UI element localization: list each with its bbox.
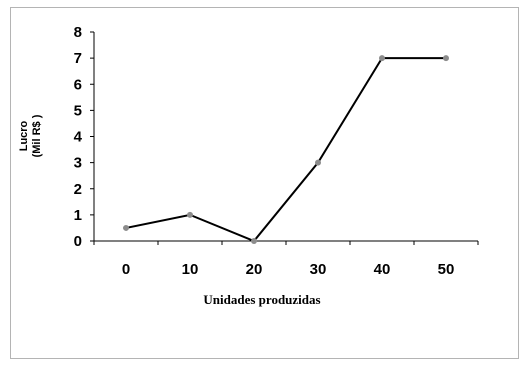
x-tick-label: 20 [246,261,263,278]
x-tick-label: 0 [122,261,130,278]
x-tick-label: 30 [310,261,327,278]
y-axis-label-line1: Lucro [18,120,30,151]
y-tick-label: 5 [74,102,82,119]
data-point [187,211,193,218]
data-point [251,238,257,244]
data-point [123,224,129,231]
y-axis-label-line2: (Mil R$ ) [31,114,43,157]
data-point [443,55,449,62]
y-tick-label: 4 [74,129,83,146]
y-tick-label: 7 [74,50,82,67]
y-tick-label: 6 [74,76,82,93]
x-tick-label: 10 [182,261,199,278]
y-axis-ticks: 0 1 2 3 4 5 6 7 8 [74,24,94,250]
y-tick-label: 0 [74,233,82,250]
series-lucro [123,55,449,244]
data-point [379,55,385,62]
x-axis-label: Unidades produzidas [203,292,320,307]
chart-frame [10,7,519,359]
x-tick-label: 50 [438,261,455,278]
y-tick-label: 8 [74,24,82,41]
y-axis-label: Lucro (Mil R$ ) [18,114,43,157]
series-line [125,57,446,243]
y-tick-label: 1 [74,207,82,224]
y-tick-label: 3 [74,155,82,172]
x-axis-ticks: 0 10 20 30 40 50 [93,241,479,278]
data-point [315,159,321,166]
x-tick-label: 40 [374,261,391,278]
y-tick-label: 2 [74,181,82,198]
